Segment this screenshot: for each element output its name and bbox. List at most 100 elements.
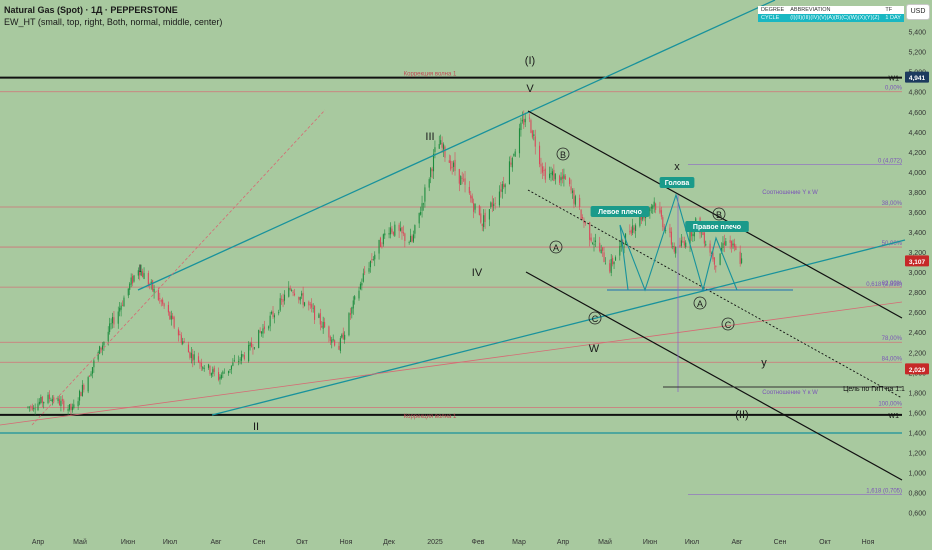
x-axis: Апр Май Июн Июл Авг Сен Окт Ноя Дек 2025 Фев Мар Апр…	[32, 538, 875, 546]
dotted-projection-line	[527, 189, 903, 399]
y-tick-label: 3,000	[908, 270, 926, 277]
candle-body	[127, 288, 129, 296]
x-tick-label: Июл	[685, 539, 699, 546]
candle-body	[361, 282, 363, 286]
candle-body	[705, 244, 707, 246]
candle-body	[57, 398, 59, 402]
pattern-badge-label: Голова	[665, 180, 690, 187]
candle-body	[709, 243, 711, 253]
x-tick-label: Окт	[819, 539, 832, 546]
candle-body	[619, 245, 621, 256]
candle-body	[635, 225, 637, 231]
candle-body	[695, 218, 697, 223]
candle-body	[379, 237, 382, 248]
candle-body	[511, 157, 513, 168]
candle-body	[167, 304, 169, 313]
candle-body	[352, 300, 354, 309]
candle-body	[398, 224, 400, 231]
candle-body	[232, 362, 234, 366]
candle-body	[219, 376, 221, 380]
x-tick-label: Авг	[211, 539, 222, 546]
candle-body	[28, 406, 30, 408]
candle-body	[675, 247, 677, 254]
candle-body	[140, 270, 142, 276]
candle-body	[203, 367, 205, 369]
wave-label: III	[425, 131, 434, 143]
candle-body	[63, 400, 65, 410]
candle-body	[719, 253, 721, 265]
candle-body	[213, 367, 215, 372]
fib-level-label: 84,00%	[882, 356, 903, 362]
indicator-label[interactable]: EW_HT (small, top, right, Both, normal, …	[4, 17, 223, 27]
candle-body	[173, 317, 175, 328]
candle-body	[581, 217, 584, 219]
candle-body	[520, 122, 522, 131]
candle-body	[269, 315, 271, 327]
y-tick-label: 1,800	[908, 390, 926, 397]
black-channel-line	[525, 271, 903, 481]
candle-body	[458, 169, 460, 184]
candle-body	[630, 229, 632, 234]
candle-body	[493, 204, 495, 206]
candle-body	[301, 293, 303, 296]
candle-body	[418, 212, 420, 224]
candle-body	[344, 334, 346, 340]
candle-body	[533, 134, 535, 136]
candle-body	[382, 234, 384, 245]
candle-body	[331, 339, 333, 343]
candle-body	[612, 257, 614, 265]
candle-body	[702, 230, 704, 235]
candle-body	[629, 231, 631, 233]
candle-body	[388, 233, 390, 235]
candle-body	[504, 184, 506, 188]
candle-body	[463, 179, 465, 181]
candle-body	[289, 288, 291, 290]
wave-label: I	[138, 263, 141, 275]
candle-body	[202, 366, 204, 369]
candle-body	[444, 146, 446, 158]
candle-body	[41, 396, 43, 403]
candle-body	[354, 296, 356, 300]
candle-body	[348, 313, 350, 336]
candle-body	[421, 203, 423, 211]
candle-body	[731, 241, 733, 248]
candle-body	[741, 258, 743, 264]
y-tick-label: 3,400	[908, 230, 926, 237]
wave-label: C	[592, 314, 599, 324]
y-tick-label: 1,200	[908, 450, 926, 457]
candle-body	[712, 252, 714, 260]
x-tick-label: Апр	[32, 539, 44, 546]
y-tick-label: 2,800	[908, 290, 926, 297]
candle-body	[212, 369, 214, 374]
candle-body	[590, 237, 592, 242]
table-cell-abbreviation: (I)(II)(III)(IV)(V)(A)(B)(C)(W)(X)(Y)(Z)	[787, 14, 883, 22]
candle-body	[298, 297, 300, 300]
currency-button[interactable]: USD	[906, 4, 930, 20]
candle-body	[589, 222, 591, 240]
candle-body	[157, 289, 159, 301]
candle-body	[90, 373, 92, 376]
candle-body	[551, 171, 553, 176]
candle-body	[364, 271, 366, 273]
candle-body	[474, 203, 476, 210]
candle-body	[450, 160, 452, 170]
candle-body	[200, 362, 202, 367]
candle-body	[281, 298, 283, 300]
candle-body	[673, 246, 675, 252]
candle-body	[392, 231, 394, 235]
y-tick-label: 5,200	[908, 50, 926, 57]
candle-body	[685, 242, 687, 248]
candle-body	[729, 240, 731, 243]
current-price-badge-bg	[905, 255, 929, 267]
candle-body	[37, 403, 39, 411]
candle-body	[38, 401, 40, 404]
symbol-title[interactable]: Natural Gas (Spot) · 1Д · PEPPERSTONE	[4, 5, 178, 15]
candle-body	[318, 314, 320, 318]
candle-body	[430, 168, 432, 178]
y-tick-label: 1,400	[908, 430, 926, 437]
candle-body	[468, 186, 470, 194]
candle-body	[229, 369, 231, 370]
candle-body	[339, 338, 341, 351]
